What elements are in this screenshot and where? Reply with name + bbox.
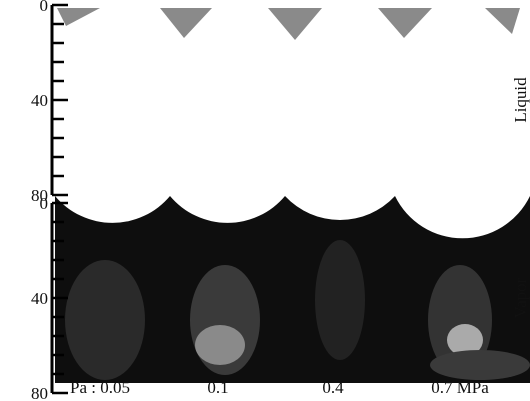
y-tick-label: 80: [31, 384, 48, 401]
panel-label: Vapor: [511, 277, 530, 318]
panel-label: Liquid: [511, 77, 530, 123]
y-tick-label: 40: [31, 91, 48, 110]
liquid-region: [55, 3, 530, 238]
pressure-label: 0.4: [322, 378, 344, 397]
pressure-label: 0.1: [207, 378, 228, 397]
y-tick-label: 40: [31, 289, 48, 308]
y-tick-label: 0: [40, 0, 49, 15]
page: 04080Liquid04080VaporPa : 0.050.10.40.7 …: [0, 0, 530, 401]
figure: 04080Liquid04080VaporPa : 0.050.10.40.7 …: [0, 0, 530, 401]
pressure-label: 0.7 MPa: [431, 378, 489, 397]
pressure-label: Pa : 0.05: [70, 378, 130, 397]
y-tick-label: 0: [40, 194, 49, 213]
